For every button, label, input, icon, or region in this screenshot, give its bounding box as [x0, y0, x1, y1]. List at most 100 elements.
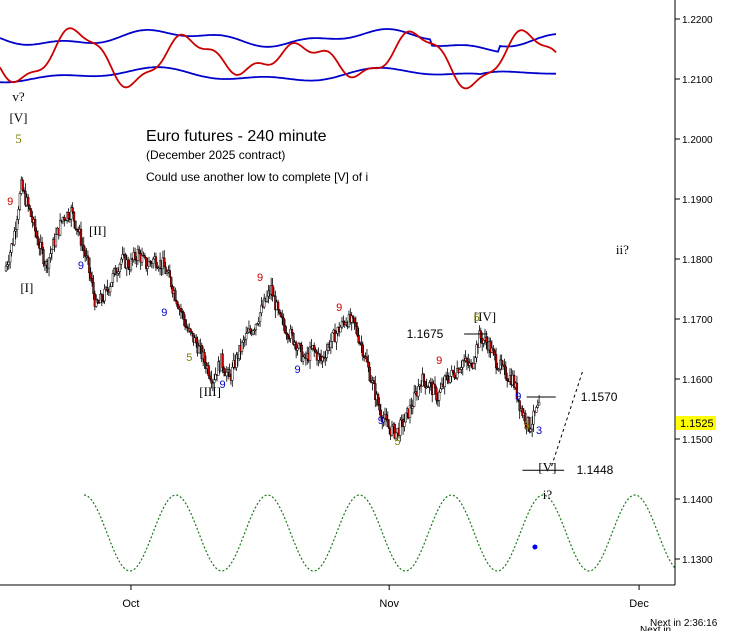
candle: [246, 327, 249, 334]
candle: [388, 419, 391, 435]
candle-body: [157, 267, 160, 270]
candle: [82, 236, 85, 259]
candle-body: [254, 324, 258, 331]
candle: [222, 365, 226, 377]
candle-body: [531, 423, 534, 430]
candle: [432, 380, 435, 395]
candle-body: [317, 353, 320, 361]
candle-body: [110, 282, 113, 287]
candle-body: [314, 349, 317, 353]
candle: [494, 347, 498, 375]
candle: [168, 264, 171, 278]
candle: [292, 332, 295, 346]
candle-body: [504, 366, 507, 379]
x-tick-label: Oct: [122, 598, 139, 610]
candle-body: [367, 361, 370, 368]
candle-body: [174, 290, 177, 302]
candle-body: [479, 330, 482, 339]
candle: [331, 332, 334, 349]
count-label: 5: [474, 312, 480, 324]
candle-body: [67, 211, 70, 219]
candle: [265, 290, 269, 303]
candle: [143, 252, 146, 260]
candle-body: [353, 317, 356, 323]
candle: [390, 420, 394, 437]
candle: [367, 354, 370, 373]
candle: [181, 308, 184, 319]
candle: [500, 354, 503, 371]
candle: [524, 410, 527, 430]
candle-body: [240, 342, 244, 352]
candle-body: [417, 386, 420, 397]
candle-body: [168, 270, 171, 278]
candle-body: [386, 419, 389, 428]
candle-body: [221, 353, 224, 369]
candle-body: [297, 343, 301, 349]
candle: [114, 264, 117, 276]
candle: [263, 293, 266, 310]
candle: [506, 372, 509, 388]
candle: [461, 359, 464, 376]
candle: [314, 347, 317, 354]
candle: [164, 261, 167, 275]
candle: [28, 204, 31, 211]
candle: [357, 327, 360, 345]
candle-body: [374, 383, 377, 400]
candle: [140, 247, 144, 266]
candle: [472, 356, 476, 370]
candle: [379, 403, 383, 421]
candle: [175, 299, 178, 307]
candle: [492, 345, 495, 356]
candle: [422, 372, 426, 387]
candle: [329, 333, 333, 354]
candle-body: [190, 331, 194, 334]
projection-line: [551, 371, 583, 467]
candle: [411, 399, 414, 415]
candle-body: [342, 320, 345, 323]
x-tick-label: Nov: [379, 598, 399, 610]
wave-label: [V]: [538, 459, 556, 474]
candle-body: [242, 339, 245, 343]
current-price-label: 1.1525: [680, 418, 714, 430]
candle: [117, 267, 120, 276]
candle: [136, 245, 140, 265]
candle: [450, 365, 453, 383]
candle: [531, 416, 534, 438]
candle-body: [228, 369, 231, 377]
candle-body: [35, 230, 38, 237]
candle-body: [214, 374, 217, 380]
candle-body: [235, 354, 238, 368]
candle-body: [115, 273, 119, 276]
candle-body: [433, 383, 437, 389]
candle-body: [63, 216, 66, 221]
candle: [54, 227, 58, 248]
candle: [361, 341, 364, 361]
candle: [171, 284, 174, 298]
candle-body: [207, 365, 210, 377]
candle-body: [489, 341, 492, 353]
count-label: 9: [336, 302, 342, 314]
candle-body: [439, 388, 442, 393]
candle-body: [276, 301, 280, 311]
candle-body: [443, 375, 446, 387]
candle-body: [127, 259, 130, 268]
candle: [256, 323, 259, 326]
candle: [356, 322, 359, 338]
candle-body: [231, 367, 234, 381]
candle-body: [382, 418, 385, 423]
candle-body: [365, 356, 369, 363]
candle-body: [282, 317, 285, 326]
candle-body: [154, 256, 158, 268]
candle-body: [29, 208, 33, 217]
candle-body: [40, 242, 44, 250]
candle-body: [211, 382, 215, 384]
candle: [133, 247, 137, 265]
candle: [474, 355, 477, 370]
candle: [21, 177, 24, 192]
candle: [75, 228, 78, 235]
candle: [424, 380, 427, 395]
candle-body: [114, 267, 117, 276]
candle: [482, 339, 485, 348]
candle-body: [7, 261, 10, 265]
